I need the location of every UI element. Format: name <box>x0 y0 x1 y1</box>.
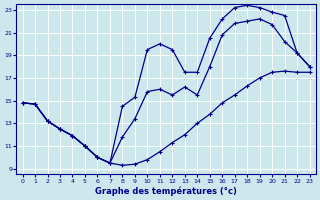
X-axis label: Graphe des températures (°c): Graphe des températures (°c) <box>95 186 237 196</box>
